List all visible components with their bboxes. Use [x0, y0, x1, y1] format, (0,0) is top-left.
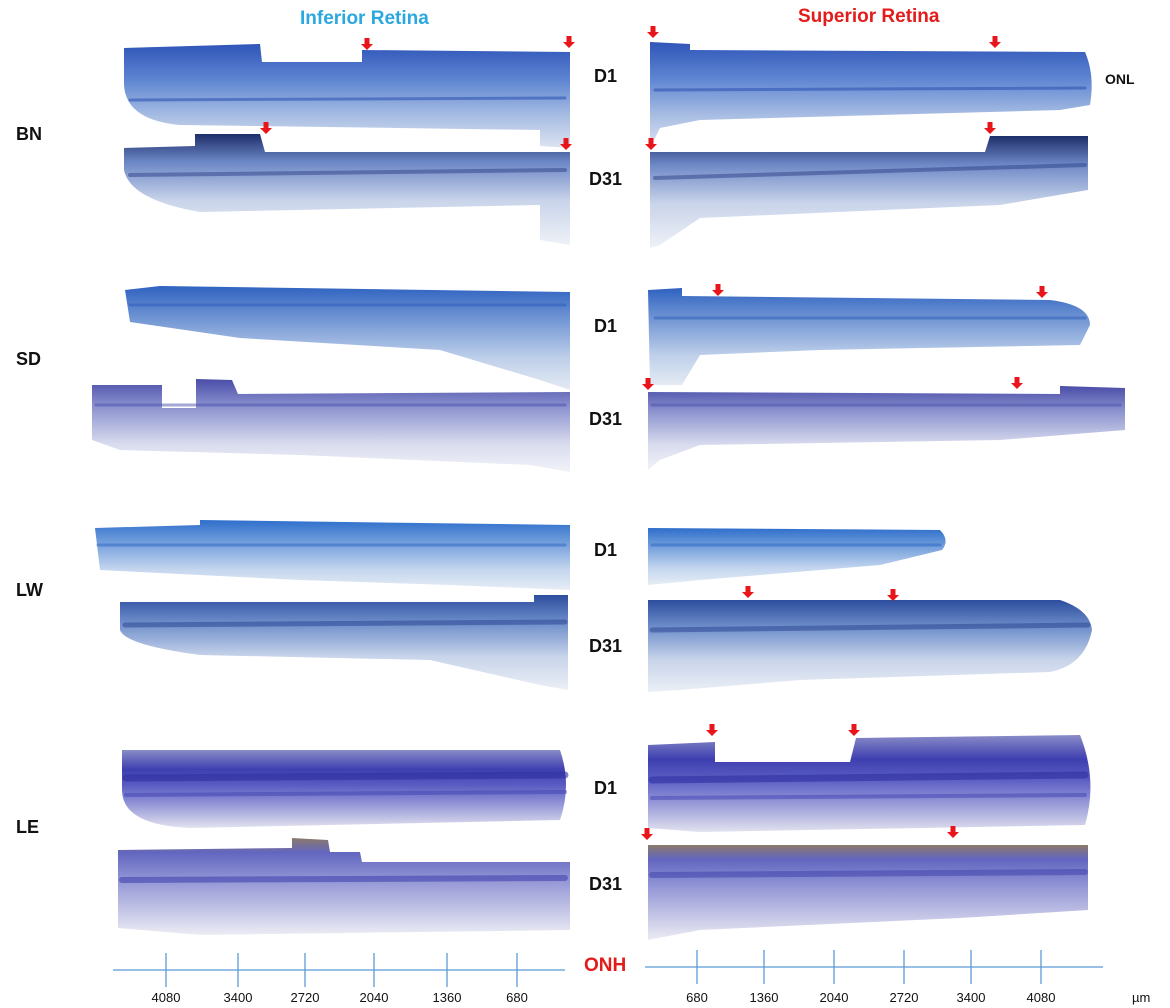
red-arrow-marker: [563, 36, 575, 48]
tick-label-inferior: 680: [506, 990, 528, 1005]
section-bn-d31-inferior: [124, 134, 570, 245]
tick-label-inferior: 2040: [359, 990, 389, 1005]
section-sd-d1-superior: [648, 288, 1090, 385]
tick-label-superior: 680: [686, 990, 708, 1005]
tick-label-inferior: 4080: [151, 990, 181, 1005]
section-bn-d1-superior: [650, 42, 1092, 148]
onl-label: ONL: [1105, 71, 1135, 87]
section-sd-d1-inferior: [125, 286, 570, 390]
tick-label-superior: 4080: [1026, 990, 1056, 1005]
day-label-le-d1: D1: [594, 778, 618, 798]
day-label-lw-d31: D31: [589, 636, 623, 656]
red-arrow-marker: [848, 724, 860, 736]
red-arrow-marker: [947, 826, 959, 838]
section-bn-d1-inferior: [124, 44, 570, 148]
axis-tick-marks: [165, 950, 1042, 987]
section-lw-d1-superior: [648, 528, 946, 585]
section-le-d31-inferior: [118, 838, 570, 935]
row-label-le: LE: [16, 817, 40, 837]
red-arrow-marker: [1036, 286, 1048, 298]
row-label-bn: BN: [16, 124, 42, 144]
axis-unit-label: µm: [1132, 990, 1151, 1005]
day-label-sd-d31: D31: [589, 409, 623, 429]
superior-retina-header: Superior Retina: [798, 6, 940, 27]
red-arrow-marker: [706, 724, 718, 736]
row-label-sd: SD: [16, 349, 42, 369]
onh-label: ONH: [584, 955, 627, 976]
red-arrow-marker: [641, 828, 653, 840]
nuclear-layer-bands: [94, 86, 1122, 883]
day-label-lw-d1: D1: [594, 540, 618, 560]
red-arrow-marker: [712, 284, 724, 296]
red-arrow-marker: [984, 122, 996, 134]
day-label-bn-d31: D31: [589, 169, 623, 189]
section-le-d1-superior: [648, 735, 1091, 832]
red-arrow-marker: [361, 38, 373, 50]
tick-label-superior: 3400: [956, 990, 986, 1005]
tick-label-superior: 2040: [819, 990, 849, 1005]
red-arrow-marker: [642, 378, 654, 390]
day-label-le-d31: D31: [589, 874, 623, 894]
tick-label-inferior: 3400: [223, 990, 253, 1005]
section-bn-d31-superior: [650, 136, 1088, 248]
inferior-retina-header: Inferior Retina: [300, 8, 429, 29]
section-lw-d31-superior: [648, 600, 1092, 692]
red-arrow-marker: [989, 36, 1001, 48]
red-arrow-marker: [260, 122, 272, 134]
red-arrow-marker: [742, 586, 754, 598]
red-arrow-marker: [645, 138, 657, 150]
day-label-bn-d1: D1: [594, 66, 618, 86]
red-arrow-marker: [647, 26, 659, 38]
tick-label-superior: 2720: [889, 990, 919, 1005]
section-lw-d31-inferior: [120, 595, 568, 690]
section-le-d31-superior: [648, 845, 1088, 940]
tick-label-superior: 1360: [749, 990, 779, 1005]
tick-label-inferior: 1360: [432, 990, 462, 1005]
lesion-arrows: [260, 26, 1048, 840]
day-label-sd-d1: D1: [594, 316, 618, 336]
tick-label-inferior: 2720: [290, 990, 320, 1005]
section-le-d1-inferior: [122, 750, 566, 828]
section-lw-d1-inferior: [95, 520, 570, 590]
section-sd-d31-superior: [648, 386, 1125, 470]
red-arrow-marker: [560, 138, 572, 150]
row-label-lw: LW: [16, 580, 43, 600]
red-arrow-marker: [887, 589, 899, 601]
section-sd-d31-inferior: [92, 379, 570, 472]
red-arrow-marker: [1011, 377, 1023, 389]
